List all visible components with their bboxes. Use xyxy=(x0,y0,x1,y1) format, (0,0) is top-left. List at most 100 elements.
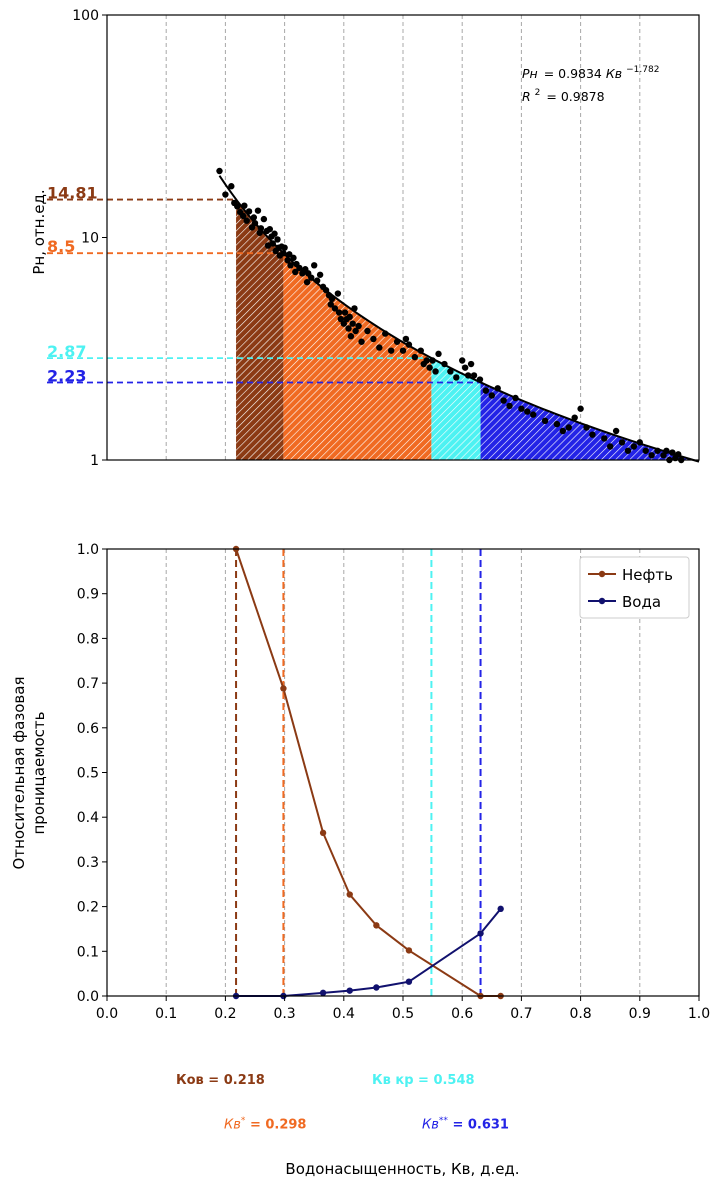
marker-label-kov: 14.81 xyxy=(47,184,98,203)
series-point-water xyxy=(477,930,484,937)
data-point xyxy=(337,315,345,323)
data-point xyxy=(630,443,638,450)
marker-label-kv-kr: 2.87 xyxy=(47,342,86,361)
data-point xyxy=(274,236,281,243)
data-point xyxy=(589,431,596,438)
regression-equation: Рн = 0.9834 Кв −1.782 xyxy=(522,65,659,81)
data-point xyxy=(222,191,229,198)
y-tick-label: 0.9 xyxy=(77,587,99,603)
x-tick-label: 0.1 xyxy=(155,1006,177,1022)
legend-water-marker xyxy=(598,597,606,605)
data-point xyxy=(290,254,297,262)
r-squared: R 2 = 0.9878 xyxy=(522,83,605,104)
y-tick-label: 0.2 xyxy=(77,900,99,916)
y-tick-label: 0.3 xyxy=(77,855,99,871)
data-point xyxy=(506,402,513,410)
data-point xyxy=(447,368,454,375)
y-tick-label: 10 xyxy=(81,231,99,247)
data-point xyxy=(565,424,572,431)
data-point xyxy=(467,360,475,368)
data-point xyxy=(303,278,311,286)
y-tick-label: 0.7 xyxy=(77,676,99,692)
capillary-pressure-chart: 1 10 100 14.81 8.5 2.87 2.23 Рн, отн.ед. Рн =… xyxy=(30,8,700,469)
y-axis-label-line1: Относительная фазовая xyxy=(10,677,28,870)
data-point xyxy=(228,183,235,190)
series-point-water xyxy=(405,978,413,985)
data-point xyxy=(530,411,537,418)
data-point xyxy=(331,305,339,312)
data-point xyxy=(577,405,584,412)
series-point-oil xyxy=(346,891,353,898)
y-axis-label: Рн, отн.ед. xyxy=(30,189,48,274)
data-point xyxy=(387,347,395,354)
x-tick-label: 0.4 xyxy=(333,1006,355,1022)
power-fit-curve xyxy=(218,175,700,463)
data-point xyxy=(624,447,632,454)
data-point xyxy=(281,244,288,251)
data-point xyxy=(292,268,299,276)
data-point xyxy=(216,167,223,175)
kv-star-annotation: Кв* = 0.298 xyxy=(224,1116,307,1133)
y-tick-label: 0.0 xyxy=(77,989,99,1005)
hatched-region-kv-kr xyxy=(431,358,481,460)
data-point xyxy=(500,397,507,404)
data-point xyxy=(601,435,608,442)
hatched-region-kv-star xyxy=(283,253,432,460)
data-point xyxy=(618,439,626,446)
data-point xyxy=(435,350,442,358)
series-point-water xyxy=(373,984,380,991)
data-point xyxy=(423,357,430,364)
x-tick-label: 0.0 xyxy=(96,1006,118,1022)
legend: Нефть Вода xyxy=(579,556,690,619)
y-tick-label: 0.5 xyxy=(77,766,99,782)
legend-water-label: Вода xyxy=(622,593,661,611)
marker-label-kv-2star: 2.23 xyxy=(47,367,86,386)
x-tick-label: 0.9 xyxy=(629,1006,651,1022)
data-point xyxy=(239,212,247,220)
data-point xyxy=(335,309,343,316)
x-tick-label: 0.2 xyxy=(214,1006,236,1022)
data-point xyxy=(541,417,549,425)
data-point xyxy=(553,420,561,428)
data-point xyxy=(612,427,620,435)
data-point xyxy=(370,335,377,343)
y-tick-label: 0.4 xyxy=(77,810,99,826)
data-point xyxy=(287,262,294,269)
data-point xyxy=(411,353,419,361)
series-point-oil xyxy=(373,922,380,929)
y-tick-label: 1.0 xyxy=(77,542,99,558)
data-point xyxy=(453,374,460,381)
series-point-oil xyxy=(280,685,287,692)
data-point xyxy=(642,447,649,454)
data-point xyxy=(518,405,525,412)
legend-oil-label: Нефть xyxy=(622,566,673,584)
annotation-panel: Ков = 0.218 Кв кр = 0.548 Кв* = 0.298 Кв… xyxy=(0,1060,722,1180)
data-point xyxy=(352,327,359,335)
series-point-oil xyxy=(319,829,327,837)
data-point xyxy=(364,327,371,335)
series-line-oil xyxy=(235,548,501,997)
kv-kr-annotation: Кв кр = 0.548 xyxy=(372,1073,475,1088)
kov-annotation: Ков = 0.218 xyxy=(176,1073,265,1088)
y-tick-label: 0.1 xyxy=(77,944,99,960)
data-point xyxy=(334,290,342,297)
hatched-region-kov xyxy=(236,199,284,460)
data-point xyxy=(271,230,278,237)
x-tick-label: 0.6 xyxy=(451,1006,473,1022)
series-point-water xyxy=(346,987,353,994)
series-point-water xyxy=(319,989,327,997)
data-point xyxy=(399,347,407,354)
data-point xyxy=(607,443,614,450)
data-point xyxy=(327,301,334,308)
y-tick-label: 0.6 xyxy=(77,721,99,737)
data-point xyxy=(311,262,318,269)
data-point xyxy=(432,368,439,375)
data-point xyxy=(347,333,355,340)
x-tick-label: 1.0 xyxy=(688,1006,710,1022)
y-tick-label: 100 xyxy=(72,8,99,24)
data-point xyxy=(340,320,347,327)
x-tick-label: 0.8 xyxy=(569,1006,591,1022)
hatched-region-kv-2star xyxy=(480,382,699,462)
data-point xyxy=(243,217,250,224)
data-point xyxy=(341,309,349,316)
